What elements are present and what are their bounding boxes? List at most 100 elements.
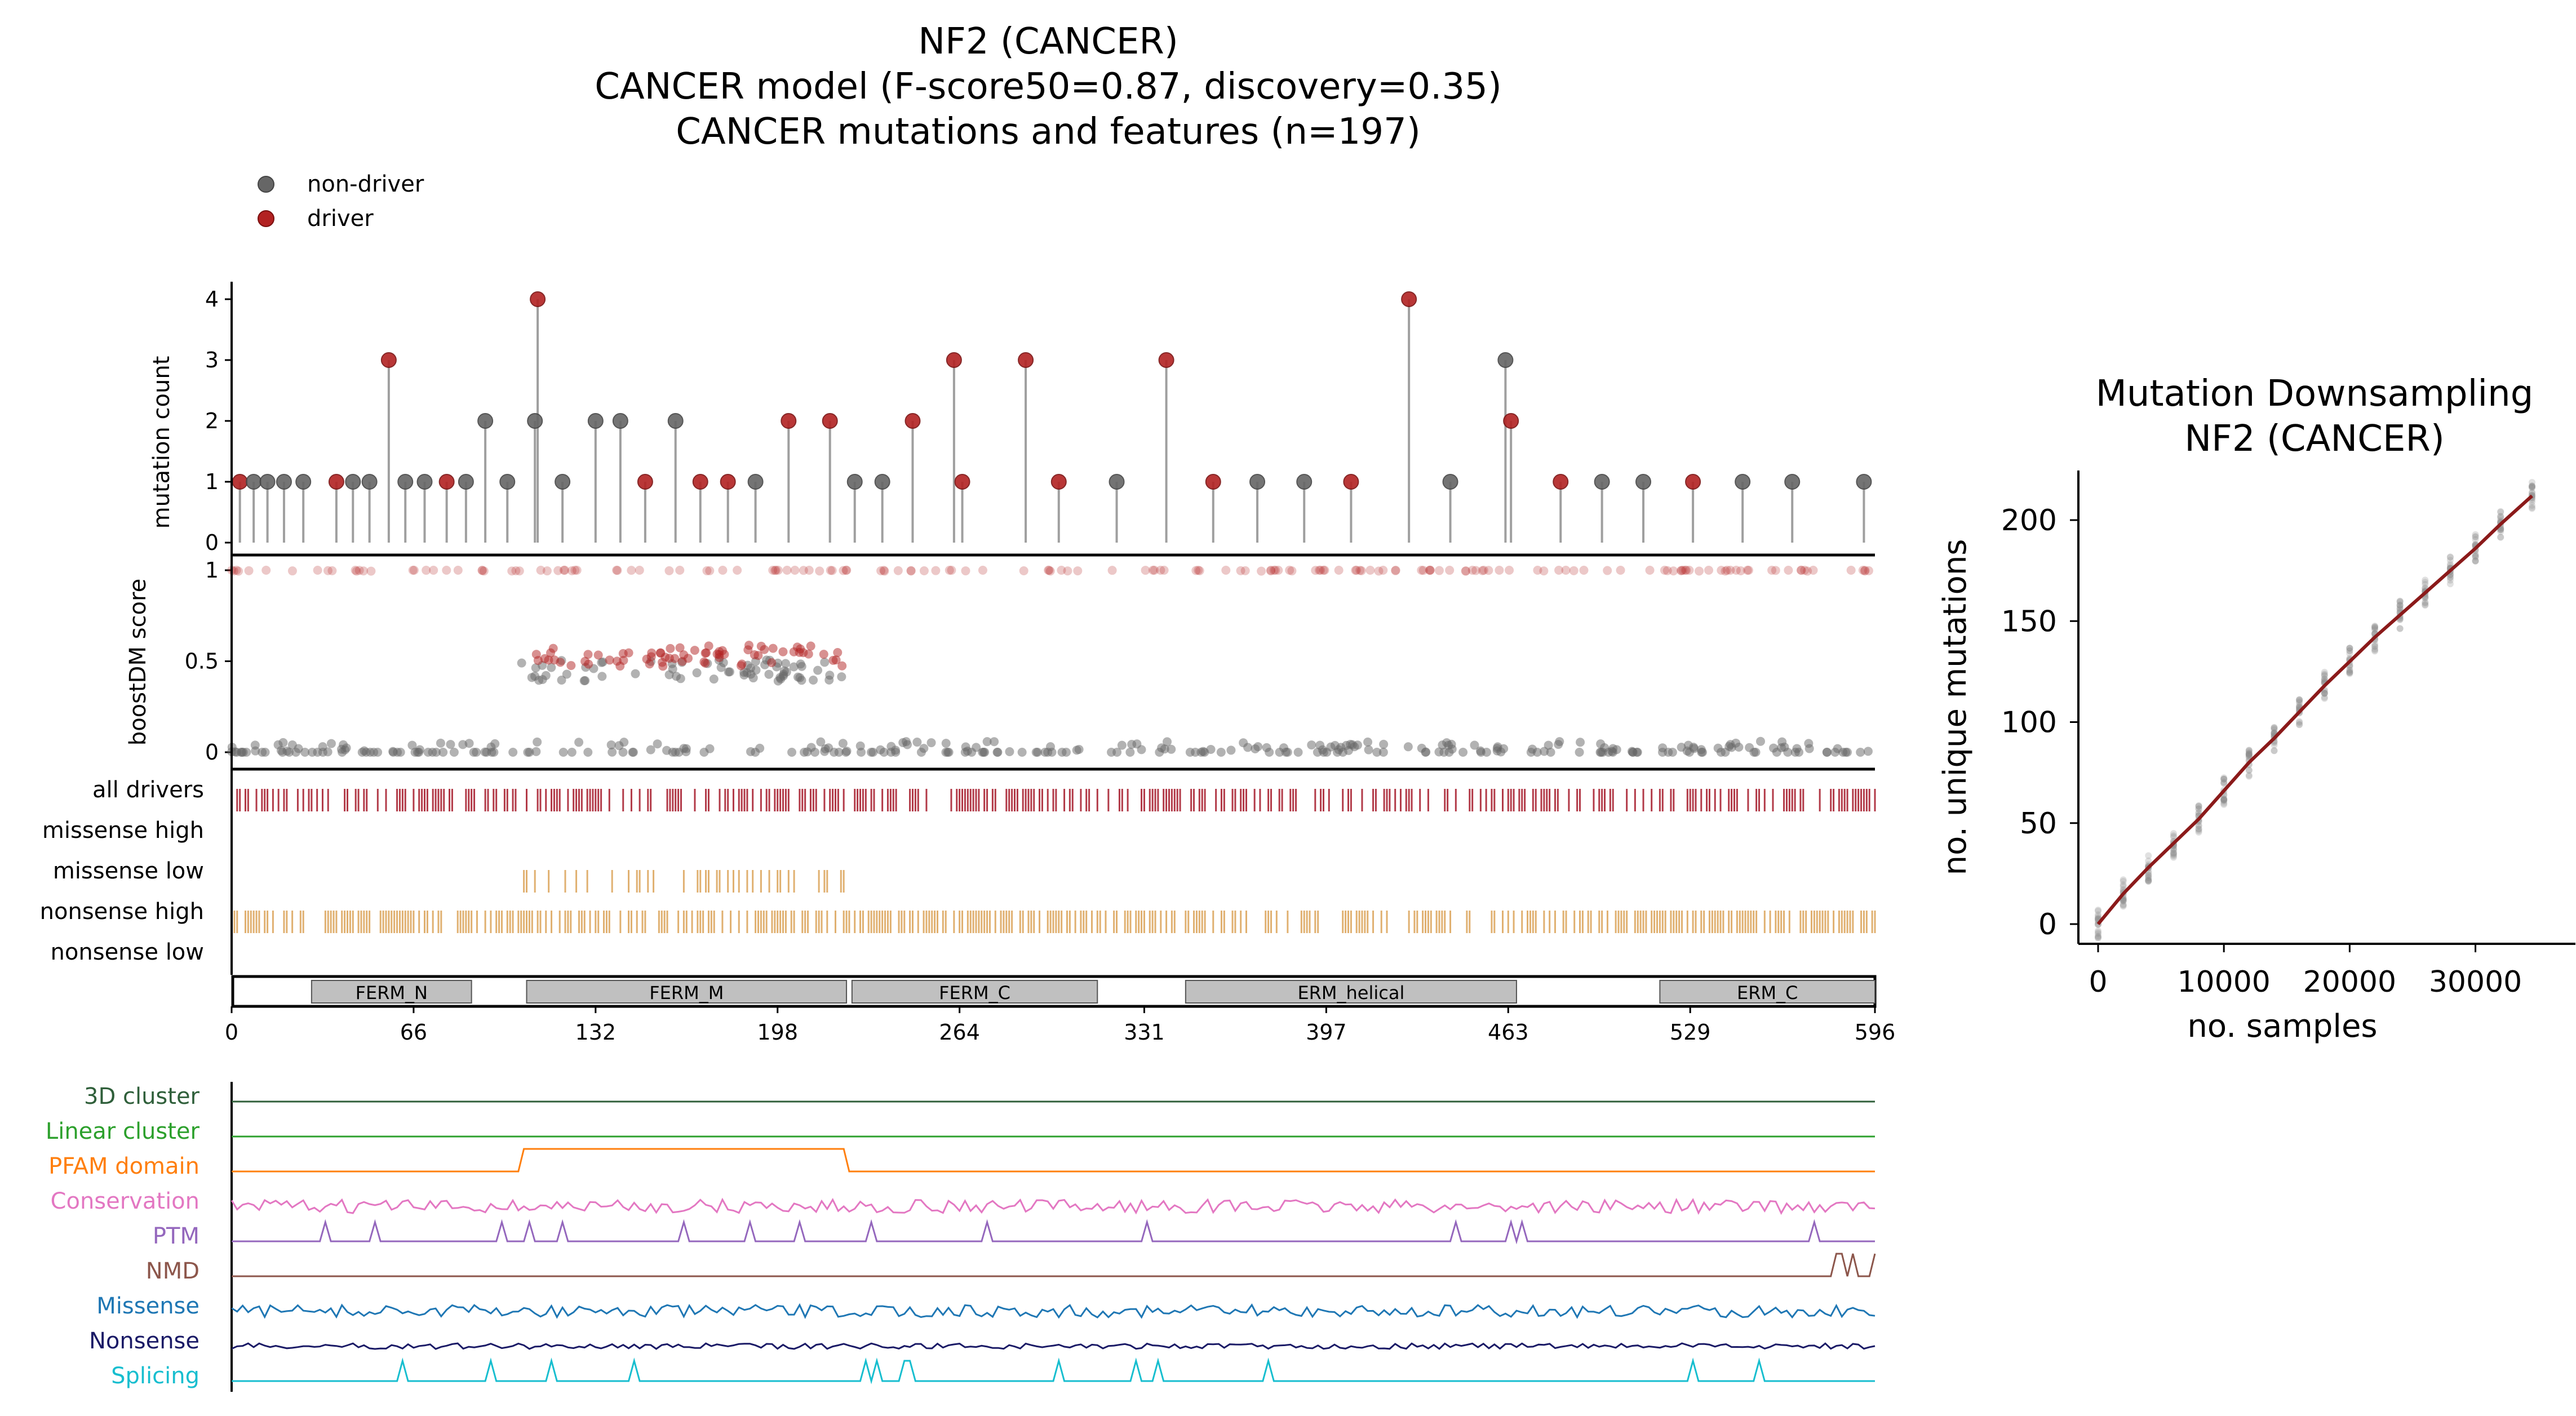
score-dot xyxy=(795,647,804,657)
downsampling-sample-dot xyxy=(2145,872,2152,879)
score-dot xyxy=(736,661,746,671)
lollipop-head xyxy=(954,474,970,490)
score-dot xyxy=(1072,745,1081,755)
score-dot xyxy=(868,748,878,757)
score-dot xyxy=(1403,742,1413,752)
downsampling-sample-dot xyxy=(2120,901,2127,908)
score-dot xyxy=(1756,736,1766,746)
score-dot xyxy=(1352,566,1362,575)
score-dot xyxy=(709,674,719,684)
downsampling-sample-dot xyxy=(2497,513,2504,520)
downsampling-sample-dot xyxy=(2497,508,2504,515)
lollipop-head xyxy=(946,352,962,368)
downsampling-sample-dot xyxy=(2371,641,2379,648)
score-ylabel: boostDM score xyxy=(125,579,151,745)
score-dot xyxy=(842,747,852,756)
score-dot xyxy=(560,566,570,575)
score-dot xyxy=(705,744,715,753)
downsampling-sample-dot xyxy=(2371,643,2379,650)
downsampling-sample-dot xyxy=(2396,598,2404,606)
score-dot xyxy=(961,742,970,752)
downsampling-sample-dot xyxy=(2346,667,2353,674)
score-dot xyxy=(486,742,496,752)
score-dot xyxy=(841,566,851,575)
score-dot xyxy=(1257,566,1266,576)
domain-box xyxy=(1659,980,1876,1004)
score-dot xyxy=(1833,744,1842,753)
score-dot xyxy=(1697,748,1707,757)
score-dot xyxy=(1117,740,1127,750)
score-dot xyxy=(1251,744,1260,753)
lollipop-head xyxy=(380,352,397,368)
downsampling-sample-dot xyxy=(2145,857,2152,864)
downsampling-sample-dot xyxy=(2271,742,2278,749)
score-dot xyxy=(574,738,584,747)
score-dot xyxy=(1769,743,1779,753)
score-dot xyxy=(570,566,580,575)
score-dot xyxy=(1391,566,1400,575)
score-dot xyxy=(676,674,685,683)
track-label-nonsense-high: nonsense high xyxy=(40,899,204,925)
score-dot xyxy=(773,676,783,686)
score-dot xyxy=(799,566,808,575)
downsampling-sample-dot xyxy=(2296,718,2303,725)
downsampling-sample-dot xyxy=(2195,822,2202,829)
score-dot xyxy=(855,741,865,751)
lollipop-head xyxy=(1503,413,1519,429)
score-dot xyxy=(1803,566,1812,576)
score-dot xyxy=(773,566,783,575)
downsampling-sample-dot xyxy=(2529,498,2535,505)
downsampling-sample-dot xyxy=(2120,902,2127,909)
lollipop-head xyxy=(612,413,628,429)
score-dot xyxy=(1356,566,1366,575)
score-dot xyxy=(715,652,724,662)
downsampling-sample-dot xyxy=(2120,897,2127,904)
score-dot xyxy=(1767,566,1777,575)
downsampling-sample-dot xyxy=(2371,622,2379,629)
score-dot xyxy=(816,737,826,747)
score-dot xyxy=(912,738,922,747)
legend-non-driver-label: non-driver xyxy=(307,171,424,197)
downsampling-sample-dot xyxy=(2472,553,2479,560)
downsampling-sample-dot xyxy=(2296,696,2303,704)
downsampling-sample-dot xyxy=(2529,483,2535,491)
score-dot xyxy=(423,748,433,757)
score-dot xyxy=(1236,566,1245,575)
score-dot xyxy=(827,566,837,575)
score-dot xyxy=(1858,566,1868,575)
downsampling-sample-dot xyxy=(2145,876,2152,883)
score-dot xyxy=(1569,566,1579,575)
downsampling-xtick-label: 30000 xyxy=(2429,965,2522,999)
downsampling-sample-dot xyxy=(2422,579,2429,586)
downsampling-sample-dot xyxy=(2371,647,2379,655)
score-dot xyxy=(787,748,797,757)
downsampling-xtick-label: 20000 xyxy=(2303,965,2396,999)
lollipop-head xyxy=(1442,474,1458,490)
score-dot xyxy=(261,566,271,575)
downsampling-sample-dot xyxy=(2170,846,2177,854)
score-dot xyxy=(739,670,749,680)
domain-label: ERM_C xyxy=(1737,982,1798,1004)
downsampling-sample-dot xyxy=(2195,825,2202,832)
legend-driver-marker xyxy=(258,210,274,227)
domain-box xyxy=(311,980,472,1004)
score-dot xyxy=(1561,566,1571,575)
score-dot xyxy=(1658,743,1668,753)
score-dot xyxy=(664,566,674,575)
downsampling-sample-dot xyxy=(2529,505,2535,512)
score-dot xyxy=(258,748,267,757)
score-dot xyxy=(1662,566,1672,575)
score-dot xyxy=(704,641,713,651)
downsampling-sample-dot xyxy=(2170,849,2177,856)
downsampling-sample-dot xyxy=(2220,800,2228,807)
score-dot xyxy=(1841,748,1851,757)
score-dot xyxy=(1808,566,1818,575)
lollipop-head xyxy=(1401,291,1417,307)
score-dot xyxy=(1137,745,1146,754)
downsampling-sample-dot xyxy=(2220,775,2228,783)
downsampling-sample-dot xyxy=(2446,561,2454,568)
score-dot xyxy=(893,566,903,575)
lollipop-head xyxy=(328,474,344,490)
lollipop-head xyxy=(781,413,797,429)
score-dot xyxy=(815,566,824,576)
